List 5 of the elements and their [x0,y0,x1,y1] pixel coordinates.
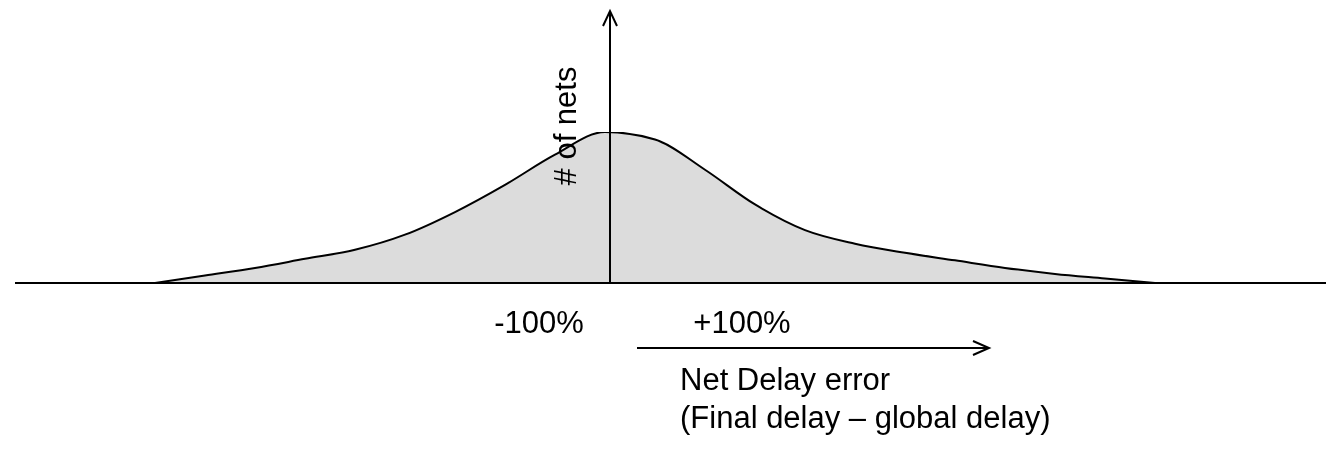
text: +100% [693,305,791,340]
x-axis-title: Net Delay error [680,362,891,397]
text: -100% [494,305,584,340]
y-axis-title: # of nets [547,66,583,186]
text: (Final delay – global delay) [680,400,1051,435]
